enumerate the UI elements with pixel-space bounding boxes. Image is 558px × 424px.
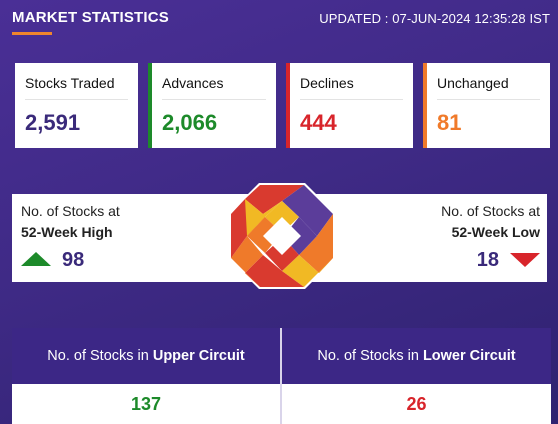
upper-circuit-header[interactable]: No. of Stocks in Upper Circuit — [12, 328, 280, 384]
title-underline — [12, 32, 52, 35]
card-advances[interactable]: Advances 2,066 — [148, 63, 276, 148]
lower-circuit-value: 26 — [282, 384, 551, 424]
card-value: 444 — [300, 110, 337, 135]
upper-circuit-emphasis: Upper Circuit — [152, 348, 245, 364]
lower-circuit-emphasis: Lower Circuit — [422, 348, 516, 364]
card-value: 2,591 — [25, 110, 81, 135]
upper-circuit-prefix: No. of Stocks in — [47, 348, 149, 364]
card-label: Advances — [162, 75, 224, 91]
week52-low-label-line1: No. of Stocks at — [441, 203, 540, 219]
card-stocks-traded[interactable]: Stocks Traded 2,591 — [15, 63, 138, 148]
week52-low-label-line2: 52-Week Low — [451, 224, 540, 240]
week52-high-value: 98 — [62, 249, 85, 271]
card-label: Unchanged — [437, 75, 509, 91]
arrow-down-icon — [510, 253, 540, 267]
card-label: Stocks Traded — [25, 75, 115, 91]
lower-circuit-prefix: No. of Stocks in — [317, 348, 419, 364]
circuit-table: No. of Stocks in Upper Circuit No. of St… — [12, 328, 551, 424]
octagon-logo-icon — [229, 183, 335, 289]
lower-circuit-header[interactable]: No. of Stocks in Lower Circuit — [282, 328, 551, 384]
card-declines[interactable]: Declines 444 — [286, 63, 413, 148]
divider — [25, 99, 128, 100]
week52-high-label-line1: No. of Stocks at — [21, 203, 120, 219]
divider — [437, 99, 540, 100]
page-title: MARKET STATISTICS — [12, 9, 170, 26]
card-value: 2,066 — [162, 110, 218, 135]
header: MARKET STATISTICS UPDATED : 07-JUN-2024 … — [0, 0, 558, 40]
updated-timestamp: UPDATED : 07-JUN-2024 12:35:28 IST — [319, 11, 550, 26]
divider — [162, 99, 266, 100]
divider — [300, 99, 403, 100]
card-value: 81 — [437, 110, 462, 135]
week52-high-label-line2: 52-Week High — [21, 224, 113, 240]
arrow-up-icon — [21, 252, 51, 266]
card-label: Declines — [300, 75, 354, 91]
week52-low-value: 18 — [476, 249, 499, 271]
column-divider — [280, 328, 282, 424]
card-unchanged[interactable]: Unchanged 81 — [423, 63, 550, 148]
upper-circuit-value: 137 — [12, 384, 280, 424]
